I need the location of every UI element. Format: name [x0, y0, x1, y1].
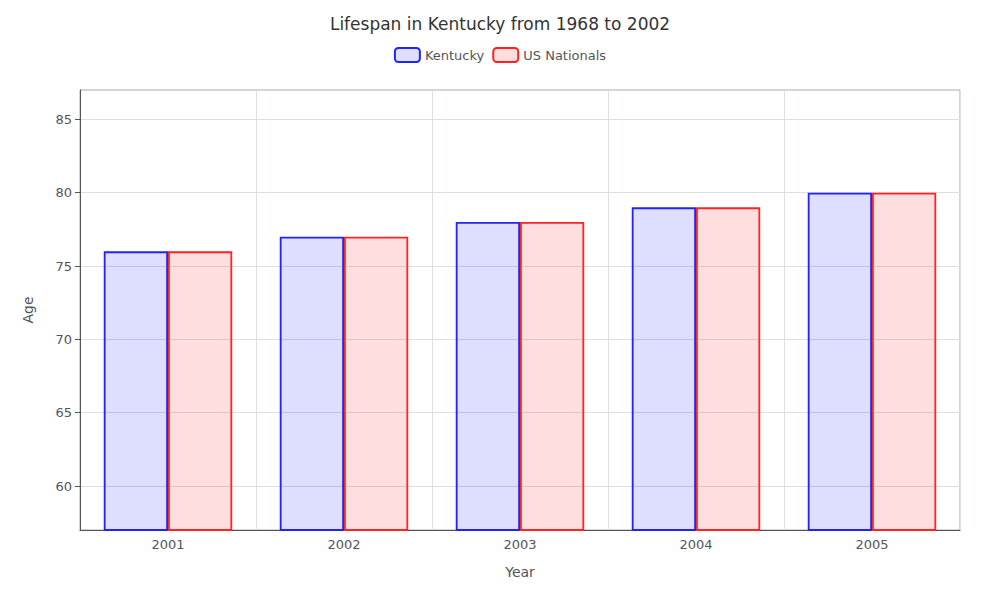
svg-text:Lifespan in Kentucky from 1968: Lifespan in Kentucky from 1968 to 2002: [330, 14, 670, 34]
svg-text:Kentucky: Kentucky: [425, 48, 485, 63]
svg-text:70: 70: [55, 332, 72, 347]
svg-text:Age: Age: [20, 296, 36, 323]
svg-text:2005: 2005: [855, 537, 888, 552]
svg-text:65: 65: [55, 405, 72, 420]
svg-text:85: 85: [55, 112, 72, 127]
svg-text:2003: 2003: [503, 537, 536, 552]
svg-text:US Nationals: US Nationals: [523, 48, 606, 63]
svg-text:60: 60: [55, 479, 72, 494]
svg-text:75: 75: [55, 259, 72, 274]
svg-text:80: 80: [55, 185, 72, 200]
svg-text:2004: 2004: [679, 537, 712, 552]
svg-text:2002: 2002: [327, 537, 360, 552]
svg-text:Year: Year: [504, 564, 535, 580]
svg-text:2001: 2001: [151, 537, 184, 552]
